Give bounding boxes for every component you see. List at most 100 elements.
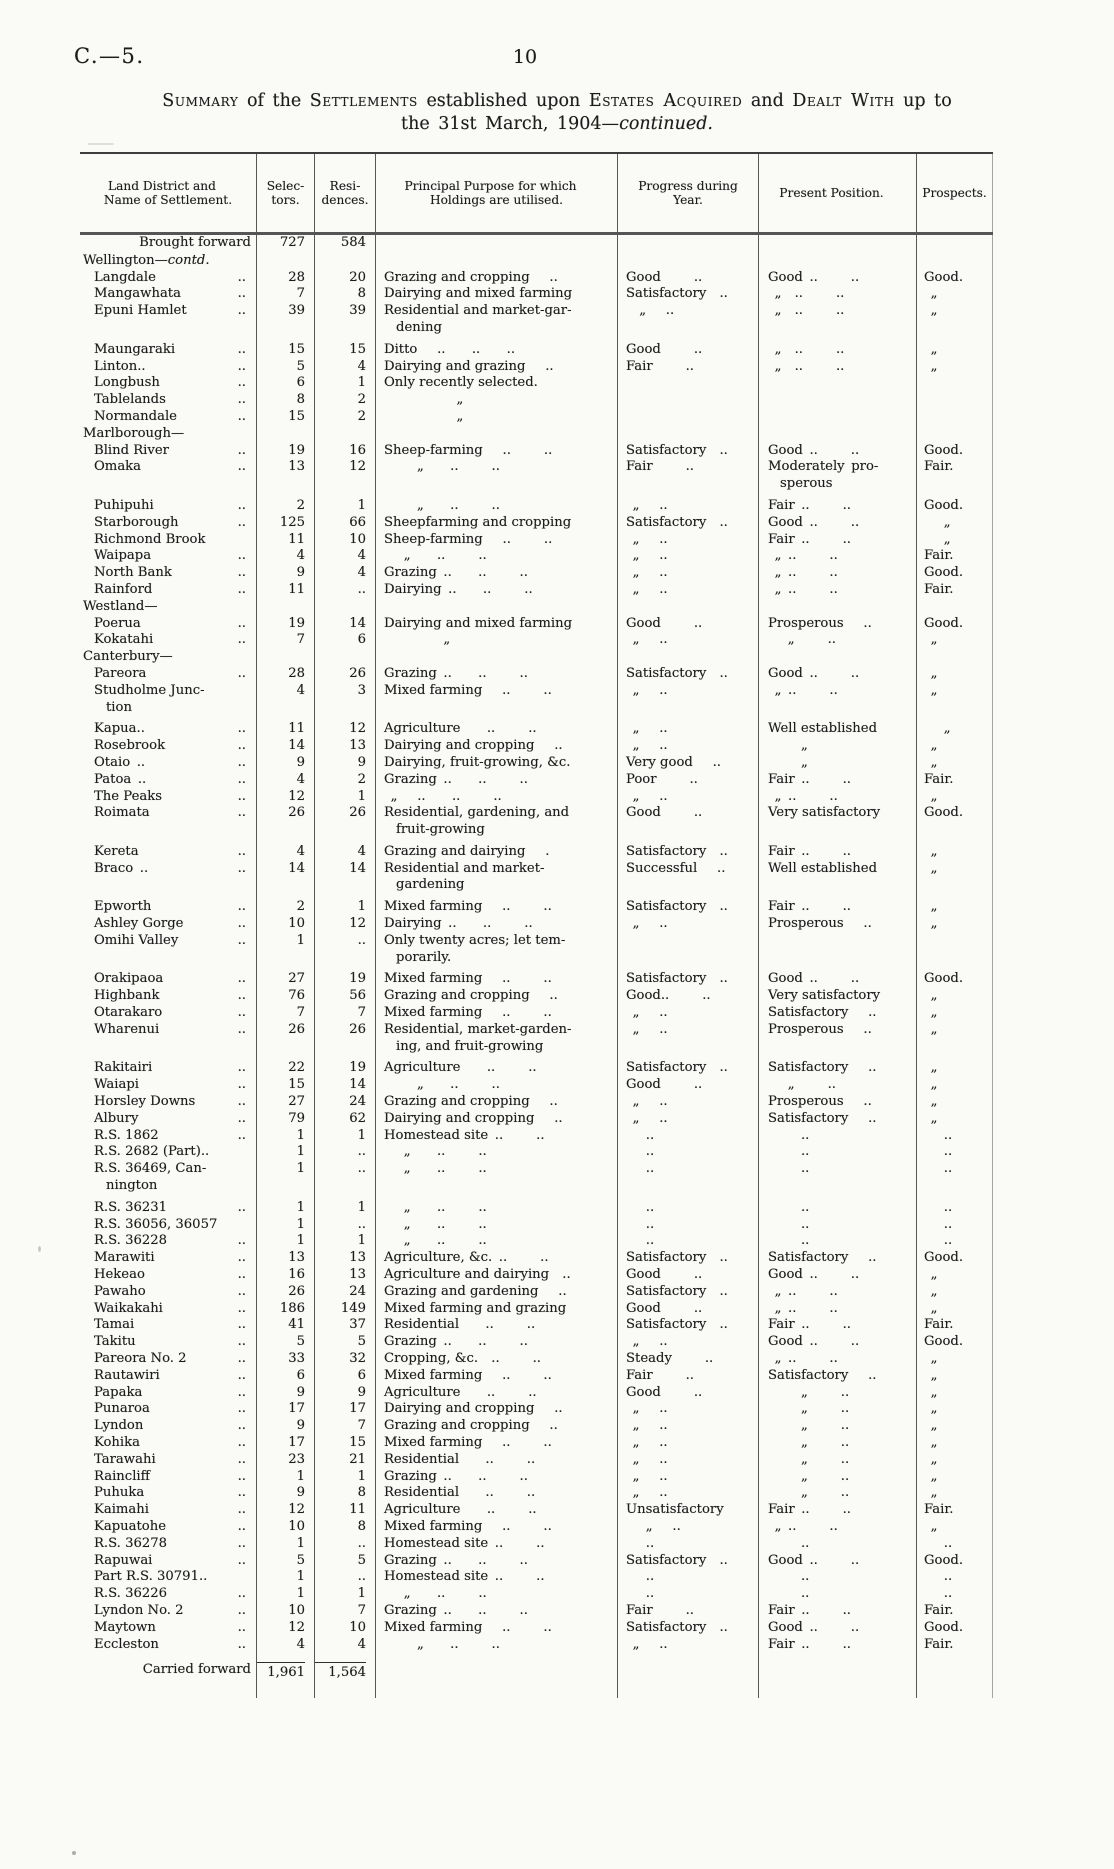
prospects-cell: Fair. — [916, 1502, 993, 1519]
table-row: Waiapi.. 15 14 „ .. .. Good .. „ .. „ — [80, 1077, 993, 1095]
settlement-name-cell: Carried forward — [142, 1662, 251, 1678]
settlement-name: Lyndon — [94, 1418, 144, 1434]
settlement-name-cell: Braco .... — [80, 861, 256, 895]
purpose-cell: Sheepfarming and cropping — [375, 514, 617, 532]
selectors-cell — [256, 425, 314, 443]
settlement-name: Tamai — [94, 1317, 135, 1333]
position-cell: „ .. .. — [758, 581, 916, 599]
table-row: Omihi Valley.. 1.. Only twenty acres; let … — [80, 932, 993, 967]
table-row: Waipapa.. 4 4 „ .. .. „ .. „ .. .. Fair. — [80, 548, 993, 566]
purpose-cell: Ditto .. .. .. — [375, 336, 617, 359]
progress-cell: Fair .. — [617, 358, 758, 376]
settlement-name-cell: Longbush.. — [80, 375, 256, 392]
purpose-cell: Dairying and cropping .. — [375, 1110, 617, 1128]
purpose-cell: „ .. .. — [375, 548, 617, 566]
settlement-name: Normandale — [94, 408, 177, 424]
progress-cell: „ .. — [617, 1468, 758, 1486]
settlement-name-cell: Rainford.. — [80, 582, 256, 599]
residences-cell: 1 — [314, 375, 375, 393]
purpose-cell: Dairying and mixed farming — [375, 286, 617, 304]
position-cell: Good .. .. — [758, 665, 916, 683]
table-row: Braco .... 14 14 Residential and market- ga… — [80, 860, 993, 895]
residences-cell: 24 — [314, 1283, 375, 1301]
selectors-cell: 1 — [256, 1144, 314, 1162]
position-cell: Fair .. .. — [758, 771, 916, 789]
prospects-cell: Good. — [916, 269, 993, 287]
scan-speck — [38, 1246, 41, 1252]
purpose-cell: Agriculture, &c. .. .. — [375, 1250, 617, 1268]
residences-cell: 1 — [314, 894, 375, 917]
selectors-cell: 5 — [256, 1334, 314, 1351]
purpose-cell: „ .. .. .. — [375, 788, 617, 806]
purpose-cell: Agriculture .. .. — [375, 1055, 617, 1078]
settlement-name-cell: R.S. 36228.. — [80, 1233, 256, 1250]
purpose-cell: Grazing and gardening .. — [375, 1283, 617, 1301]
residences-cell: 1 — [314, 1233, 375, 1251]
progress-cell: „ .. — [617, 531, 758, 549]
purpose-cell: „ .. .. — [375, 1216, 617, 1234]
prospects-cell: „ — [916, 860, 993, 895]
settlement-name: Rainford — [94, 581, 153, 597]
dot-leader: .. — [237, 805, 246, 821]
purpose-cell: „ .. .. — [375, 1233, 617, 1251]
settlement-name-cell: Langdale.. — [80, 270, 256, 287]
title-part: Dealt With — [792, 91, 895, 111]
purpose-cell: Only twenty acres; let tem- porarily. — [375, 932, 617, 967]
title-line-1: Summary of the Settlements established u… — [0, 90, 1114, 113]
prospects-cell — [916, 252, 993, 270]
prospects-cell: Good. — [916, 1552, 993, 1570]
district-name-cell: Marlborough— — [80, 426, 256, 443]
selectors-cell: 16 — [256, 1267, 314, 1284]
purpose-cell: „ — [375, 392, 617, 409]
settlement-name: The Peaks — [94, 788, 162, 804]
residences-cell: 13 — [314, 1250, 375, 1268]
page-number: 10 — [512, 46, 538, 68]
progress-cell: Satisfactory .. — [617, 1552, 758, 1570]
position-cell — [758, 649, 916, 666]
selectors-cell: 1 — [256, 1233, 314, 1251]
residences-cell: 5 — [314, 1334, 375, 1351]
selectors-cell: 26 — [256, 805, 314, 839]
residences-cell: 17 — [314, 1401, 375, 1419]
selectors-cell: 2 — [256, 894, 314, 917]
position-cell: Good .. .. — [758, 1334, 916, 1351]
table-row: Part R.S. 30791.. 1.. Homestead site .. ..… — [80, 1569, 993, 1587]
table-row: Papaka.. 9 9 Agriculture .. .. Good .. „ .. … — [80, 1384, 993, 1402]
table-row: Starborough.. 125 66 Sheepfarming and cropp… — [80, 514, 993, 532]
selectors-cell: 10 — [256, 1518, 314, 1536]
position-cell — [758, 932, 916, 967]
dot-leader: .. — [237, 1636, 246, 1652]
prospects-cell: „ — [916, 1300, 993, 1318]
prospects-cell: Fair. — [916, 1636, 993, 1654]
selectors-cell: 5 — [256, 358, 314, 376]
settlement-name-cell: Tarawahi.. — [80, 1452, 256, 1469]
settlement-name: Kohika — [94, 1434, 141, 1450]
purpose-cell: Agriculture and dairying .. — [375, 1267, 617, 1284]
progress-cell: Fair .. — [617, 1602, 758, 1620]
progress-cell: „ .. — [617, 1451, 758, 1469]
table-row: Highbank.. 76 56 Grazing and cropping .. Goo… — [80, 988, 993, 1006]
purpose-cell: Grazing .. .. .. — [375, 665, 617, 683]
settlement-name: Eccleston — [94, 1636, 159, 1652]
dot-leader: .. — [237, 899, 246, 915]
table-row: Otaio .... 9 9 Dairying, fruit-growing, &c.… — [80, 754, 993, 772]
settlement-name: Epuni Hamlet — [94, 303, 187, 319]
dot-leader: .. — [237, 721, 246, 737]
dot-leader: .. — [237, 843, 246, 859]
settlement-name-cell: Blind River.. — [80, 443, 256, 460]
purpose-cell: Grazing .. .. .. — [375, 1468, 617, 1486]
header-selectors: Selec- tors. — [256, 154, 314, 232]
prospects-cell: „ — [916, 1351, 993, 1368]
selectors-cell: 1 — [256, 1535, 314, 1553]
table-row: Kohika.. 17 15 Mixed farming .. .. „ .. „ .… — [80, 1434, 993, 1452]
progress-cell: Satisfactory .. — [617, 1317, 758, 1335]
residences-cell: 6 — [314, 632, 375, 650]
dot-leader: .. — [237, 1434, 246, 1450]
title-part: Summary — [162, 91, 239, 111]
selectors-cell: 6 — [256, 375, 314, 393]
purpose-cell: Residential and market- gardening — [375, 860, 617, 895]
settlement-name: Ashley Gorge — [94, 916, 184, 932]
settlement-name: Punaroa — [94, 1401, 150, 1417]
table-row: Wharenui.. 26 26 Residential, market-garden… — [80, 1021, 993, 1056]
dot-leader: .. — [237, 548, 246, 564]
